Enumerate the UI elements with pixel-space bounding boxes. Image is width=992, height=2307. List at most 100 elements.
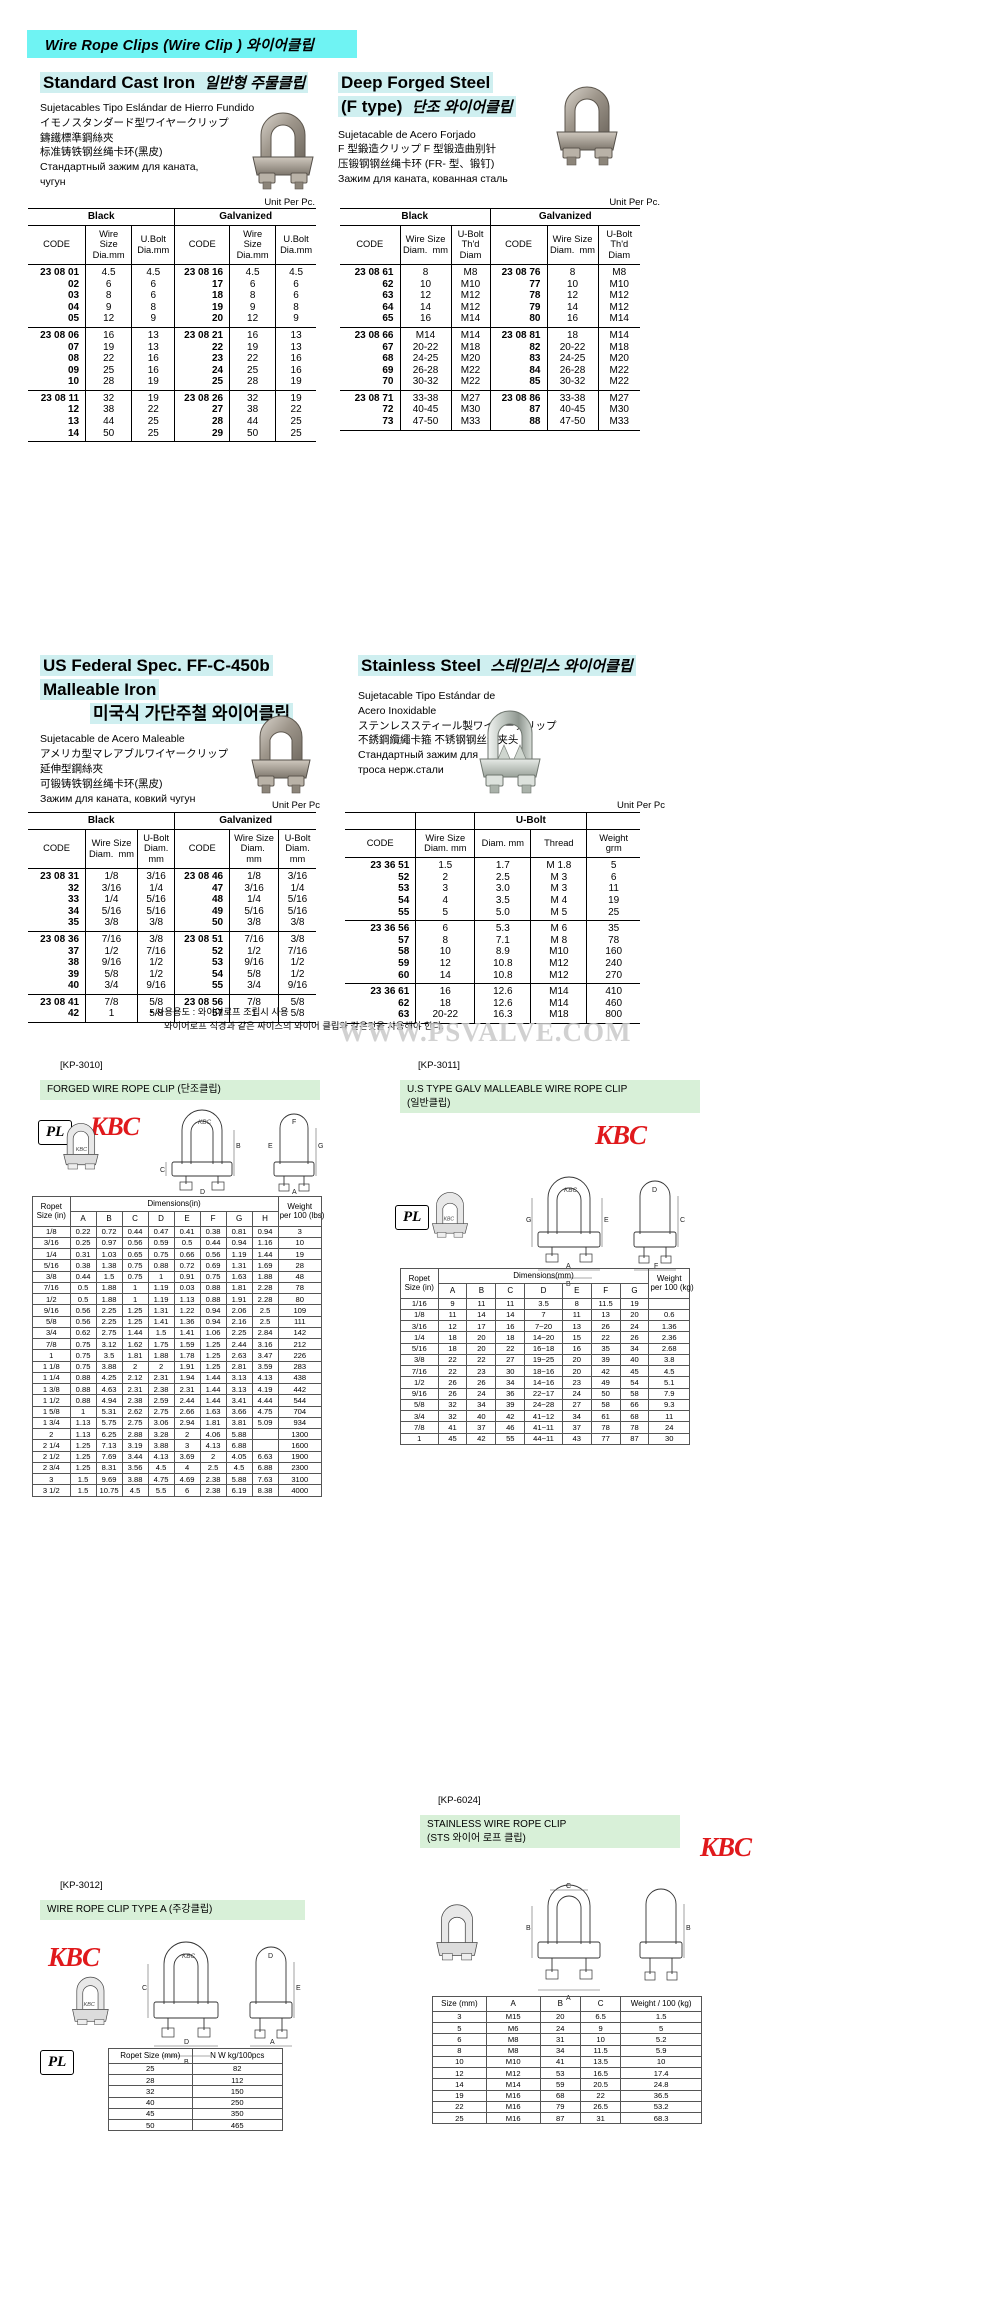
cell-value: 26 xyxy=(590,1319,621,1333)
dim-col-G: G xyxy=(619,1282,650,1299)
cell-value: 22 xyxy=(437,1364,468,1378)
cell-value: 2.31 xyxy=(121,1382,149,1396)
group-black: Black xyxy=(28,208,175,226)
table-row: 23 08 66 M14 M14 23 08 81 18 M14 xyxy=(340,327,640,342)
cell-value: 112 xyxy=(191,2073,284,2087)
table: Black Galvanized CODE Wire Size Dia.mm U.B… xyxy=(28,208,316,443)
cell-value: 2.66 xyxy=(173,1405,201,1418)
cell-size: 7/16 xyxy=(32,1281,71,1295)
cell-value: 12.6 xyxy=(474,997,531,1010)
cell-value: 270 xyxy=(586,969,640,985)
cell-value: 0.75 xyxy=(199,1270,227,1283)
col-wire-size-black: Wire Size Diam. mm xyxy=(85,829,138,869)
cell-value: 0.88 xyxy=(69,1382,97,1396)
cell-value: 0.75 xyxy=(121,1270,149,1283)
table-row: 54 4 3.5 M 4 19 xyxy=(345,894,640,907)
cell-value: 7.69 xyxy=(95,1450,123,1463)
cell-value: M8 xyxy=(485,2033,541,2046)
dim-col-G: G xyxy=(225,1210,253,1227)
cell-value: 1.81 xyxy=(121,1349,149,1362)
cell-value: M 8 xyxy=(530,934,587,947)
cell-value: 9/16 xyxy=(85,957,138,969)
cell-value: 53 xyxy=(539,2066,581,2080)
cell-value: 12 xyxy=(415,957,475,970)
cell-value: 0.38 xyxy=(69,1259,97,1272)
cell-value: 16 xyxy=(85,327,132,342)
cell-value: 2 xyxy=(173,1427,201,1441)
cell-value: 5.3 xyxy=(474,920,531,935)
cell-value: 25 xyxy=(275,427,316,443)
cell-value: M30 xyxy=(450,404,490,417)
product-photo-forged xyxy=(556,86,618,166)
cell-value: 25 xyxy=(85,364,132,377)
svg-text:D: D xyxy=(200,1189,205,1194)
cell-size: 1 5/8 xyxy=(32,1405,71,1418)
cell-value: 442 xyxy=(277,1382,323,1396)
cell-size: 22 xyxy=(432,2100,487,2114)
cell-value: 4.25 xyxy=(95,1371,123,1385)
col-rope-size: Ropet Size (in) xyxy=(400,1268,439,1299)
cell-value: 16 xyxy=(399,313,451,328)
cell-value: 3.88 xyxy=(121,1472,149,1486)
cell-code: 23 08 46 xyxy=(174,868,230,883)
table-row: 3/4 0.62 2.75 1.44 1.5 1.41 1.06 2.25 2.84 142 xyxy=(32,1326,323,1340)
cell-value: 20-22 xyxy=(546,341,598,354)
cell-value: 1.41 xyxy=(173,1326,201,1340)
cell-value: 22 xyxy=(495,1342,526,1355)
cell-value: 226 xyxy=(277,1349,323,1362)
table-body: 1/8 0.22 0.72 0.44 0.47 0.41 0.38 0.81 0.94 3 3/16… xyxy=(32,1225,323,1497)
cell-value: 44 xyxy=(85,416,132,428)
cell-value: 0.59 xyxy=(147,1236,175,1250)
table-row: 2 1/4 1.25 7.13 3.19 3.88 3 4.13 6.88 1600 xyxy=(32,1439,323,1452)
cell-value: 22 xyxy=(590,1331,621,1344)
brand-kbc-kp-3010: KBC xyxy=(90,1112,140,1141)
cell-value: 31 xyxy=(539,2033,581,2046)
cell-value: 13 xyxy=(131,341,175,354)
cell-size: 19 xyxy=(432,2089,487,2102)
table-row: 38 9/16 1/2 53 9/16 1/2 xyxy=(28,957,316,969)
spec-table-us-federal: Black Galvanized CODE Wire Size Diam. mm … xyxy=(28,812,316,1024)
cell-value: 4.05 xyxy=(225,1450,253,1463)
table-row: 1 1/8 0.75 3.88 2 2 1.91 1.25 2.81 3.59 283 xyxy=(32,1360,323,1373)
table-row: 5/16 18 20 22 16~18 16 35 34 2.68 xyxy=(400,1342,690,1355)
col-dimensions-group: Dimensions(in) xyxy=(69,1196,279,1212)
cell-value: 1.5 xyxy=(69,1484,97,1497)
cell-value: 19 xyxy=(131,376,175,391)
cell-value: 3/8 xyxy=(278,931,316,946)
cell-value: 11 xyxy=(648,1409,690,1423)
cell-value: 6 xyxy=(415,920,475,935)
dim-col-head: Weight / 100 (kg) xyxy=(620,1996,702,2012)
cell-value: 68 xyxy=(539,2089,581,2102)
cell-value: 0.44 xyxy=(69,1270,97,1283)
cell-value: 20-22 xyxy=(399,341,451,354)
cell-code: 88 xyxy=(489,416,547,431)
cell-value: 10 xyxy=(579,2033,622,2046)
cell-size: 1 3/4 xyxy=(32,1416,71,1430)
cell-code: 23 08 86 xyxy=(489,390,547,405)
cell-value: 5/16 xyxy=(136,894,175,906)
cell-value: M14 xyxy=(450,327,490,342)
cell-value: 9 xyxy=(275,313,316,328)
cell-value: 4.75 xyxy=(251,1405,279,1418)
cell-value: 8 xyxy=(561,1297,592,1310)
table: Ropet Size (in) Dimensions(in) Weight per … xyxy=(32,1196,324,1497)
cell-code: 19 xyxy=(174,301,230,314)
cell-value: M18 xyxy=(450,341,490,354)
cell-value: 33-38 xyxy=(399,390,451,405)
cell-value: 0.75 xyxy=(69,1349,97,1362)
col-code: CODE xyxy=(345,829,416,859)
cell-value: 20 xyxy=(539,2010,581,2024)
cell-value: 3.56 xyxy=(121,1461,149,1475)
cell-value: M27 xyxy=(450,390,490,405)
cell-value: 25 xyxy=(275,416,316,428)
cell-value: 1.38 xyxy=(95,1259,123,1272)
dim-col-head: A xyxy=(485,1996,541,2012)
svg-text:C: C xyxy=(142,1985,147,1992)
banner-title: Wire Rope Clips (Wire Clip ) 와이어클립 xyxy=(45,37,315,54)
cell-value: 9.3 xyxy=(648,1398,690,1412)
cell-value: 16~18 xyxy=(524,1342,563,1355)
cell-value: 35 xyxy=(590,1342,621,1355)
cell-value: 0.5 xyxy=(69,1281,97,1295)
cell-code: 23 08 41 xyxy=(40,996,80,1008)
cell-value: 30 xyxy=(495,1364,526,1378)
